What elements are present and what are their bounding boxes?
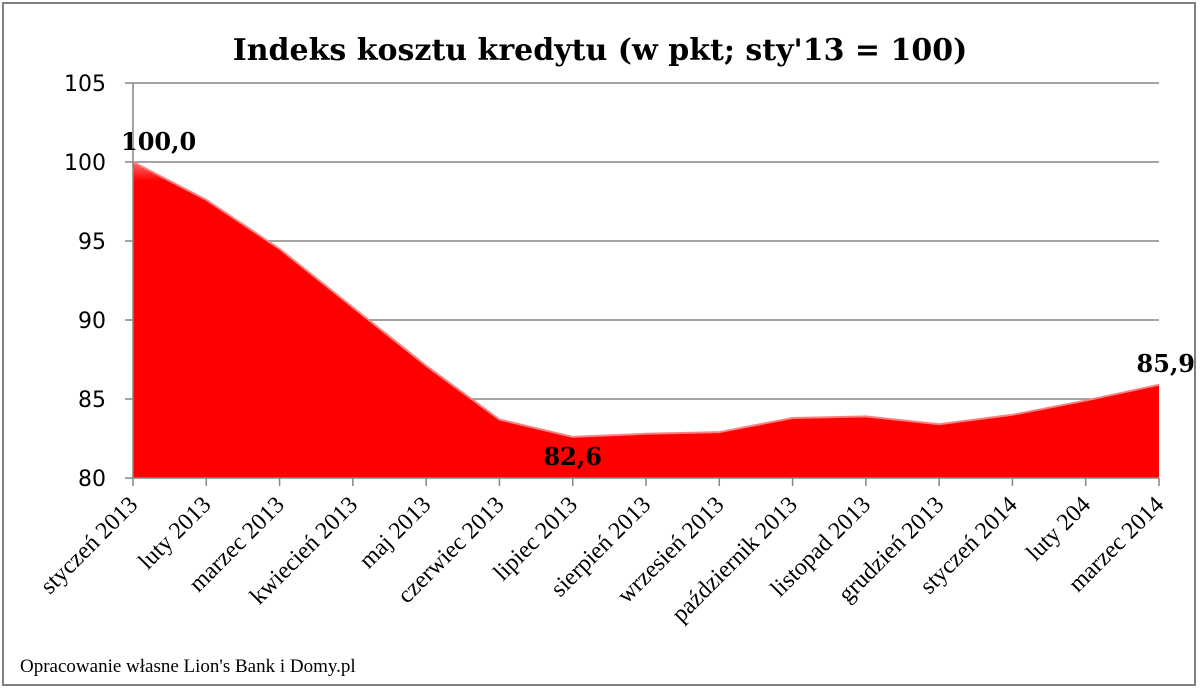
area-edge bbox=[132, 161, 1160, 438]
source-note: Opracowanie własne Lion's Bank i Domy.pl bbox=[20, 656, 356, 677]
area-series bbox=[132, 161, 1160, 478]
data-label-1: 82,6 bbox=[543, 442, 601, 471]
x-tick-label-9: październik 2013 bbox=[667, 492, 803, 628]
y-tick-label-4: 100 bbox=[64, 151, 106, 176]
data-label-2: 85,9 bbox=[1137, 349, 1195, 378]
x-tick-label-0: styczeń 2013 bbox=[36, 492, 143, 599]
axes bbox=[125, 82, 1160, 486]
y-tick-label-2: 90 bbox=[78, 309, 106, 334]
data-labels: 100,0 82,6 85,9 bbox=[121, 127, 1195, 471]
y-tick-label-1: 85 bbox=[78, 388, 106, 413]
y-axis-ticks: 80 85 90 95 100 105 bbox=[64, 72, 106, 492]
x-tick-label-13: luty 204 bbox=[1021, 492, 1095, 566]
area-fill bbox=[133, 162, 1159, 478]
chart-title: Indeks kosztu kredytu (w pkt; sty'13 = 1… bbox=[233, 33, 968, 68]
y-tick-label-3: 95 bbox=[78, 230, 106, 255]
data-label-0: 100,0 bbox=[121, 127, 196, 156]
y-tick-label-0: 80 bbox=[78, 467, 106, 492]
y-tick-label-5: 105 bbox=[64, 72, 106, 97]
